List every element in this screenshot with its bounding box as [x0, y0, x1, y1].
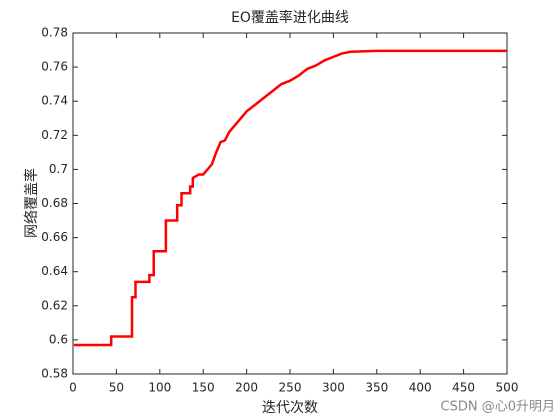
y-tick-label: 0.74 [41, 94, 68, 108]
x-tick-label: 350 [365, 381, 388, 395]
x-tick-label: 100 [148, 381, 171, 395]
chart-title: EO覆盖率进化曲线 [231, 9, 349, 26]
y-tick-label: 0.58 [41, 367, 68, 381]
x-tick-label: 250 [279, 381, 302, 395]
x-tick-label: 500 [496, 381, 519, 395]
y-tick-label: 0.78 [41, 26, 68, 40]
y-tick-label: 0.76 [41, 60, 68, 74]
y-tick-label: 0.64 [41, 264, 68, 278]
y-tick-label: 0.72 [41, 128, 68, 142]
x-tick-label: 300 [322, 381, 345, 395]
x-tick-label: 400 [409, 381, 432, 395]
y-tick-label: 0.62 [41, 298, 68, 312]
x-tick-label: 150 [192, 381, 215, 395]
line [73, 49, 507, 347]
x-tick-label: 0 [69, 381, 77, 395]
y-tick-label: 0.6 [49, 332, 68, 346]
x-axis-label: 迭代次数 [262, 400, 318, 416]
x-tick-label: 50 [109, 381, 124, 395]
y-tick-label: 0.7 [49, 162, 68, 176]
y-tick-label: 0.68 [41, 196, 68, 210]
x-tick-label: 450 [452, 381, 475, 395]
x-tick-label: 200 [235, 381, 258, 395]
y-tick-label: 0.66 [41, 230, 68, 244]
y-axis-label: 网络覆盖率 [23, 168, 40, 238]
watermark: CSDN @心0升明月 [441, 400, 555, 415]
